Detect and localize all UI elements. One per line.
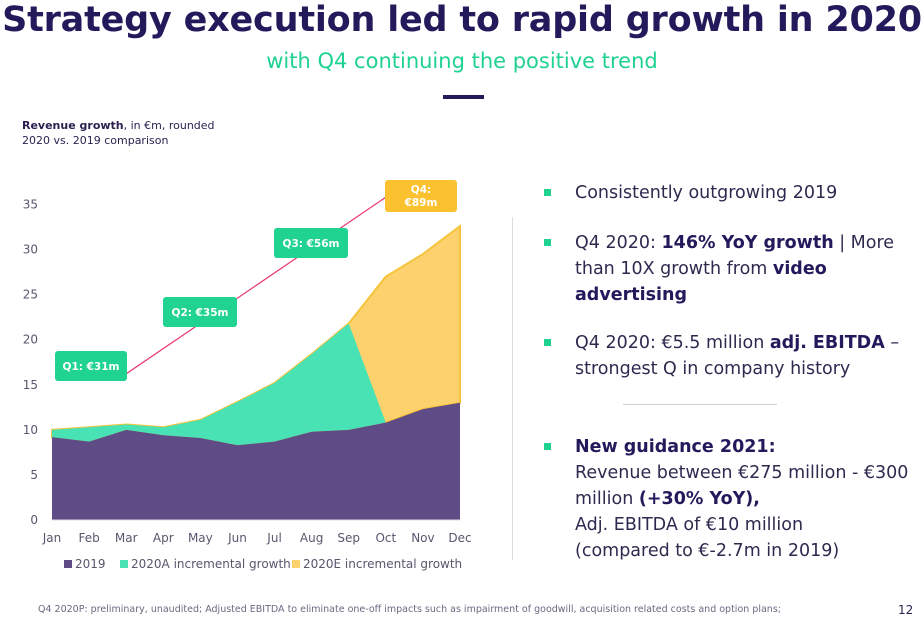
bullet-text: Q4 2020: €5.5 million adj. EBITDA – stro… (575, 330, 920, 382)
annotation-box (385, 180, 457, 212)
y-tick-label: 25 (23, 288, 38, 302)
y-tick-label: 30 (23, 243, 38, 257)
annotation-q2: Q2: €35m (163, 297, 237, 327)
x-tick-label: Jan (42, 531, 62, 545)
bullet-yoy-growth: Q4 2020: 146% YoY growth | More than 10X… (540, 230, 920, 308)
chart-caption: Revenue growth, in €m, rounded 2020 vs. … (22, 118, 215, 148)
bullet-marker (544, 239, 551, 246)
x-tick-label: Mar (115, 531, 138, 545)
bullet-marker (544, 189, 551, 196)
area-series (51, 224, 461, 521)
guidance-revenue: Revenue between €275 million - €300 mill… (575, 463, 909, 509)
guidance-comparison: (compared to €-2.7m in 2019) (575, 541, 840, 561)
x-tick-label: Oct (375, 531, 396, 545)
legend-swatch (64, 560, 72, 568)
b3-part-b: adj. EBITDA (769, 333, 885, 353)
legend-swatch (120, 560, 128, 568)
x-tick-label: Dec (448, 531, 471, 545)
caption-line2: 2020 vs. 2019 comparison (22, 134, 169, 147)
annotation-label: Q2: €35m (172, 307, 229, 319)
caption-bold: Revenue growth (22, 119, 124, 132)
x-tick-label: Feb (78, 531, 99, 545)
legend-item: 2020A incremental growth (120, 557, 291, 571)
b2-part-c: | More than 10X growth from (575, 233, 895, 279)
annotation-label: Q1: €31m (63, 361, 120, 373)
quarter-annotations: Q1: €31m Q2: €35m Q3: €56m Q4:€89m (55, 180, 457, 381)
bullet-ebitda: Q4 2020: €5.5 million adj. EBITDA – stro… (540, 330, 920, 382)
x-tick-label: May (188, 531, 213, 545)
b3-part-c: – strongest Q in company history (575, 333, 900, 379)
annotation-q1: Q1: €31m (55, 351, 127, 381)
bullet-text: New guidance 2021: Revenue between €275 … (575, 434, 920, 564)
guidance-revenue-growth: (+30% YoY), (638, 489, 760, 509)
growth-trend-arrow (119, 192, 394, 379)
title-underline (443, 95, 484, 99)
annotation-box (55, 351, 127, 381)
x-tick-label: Jul (266, 531, 281, 545)
legend-label: 2020E incremental growth (303, 557, 462, 571)
annotation-label-line1: Q4: (411, 184, 431, 196)
x-tick-label: Apr (153, 531, 174, 545)
legend-item: 2020E incremental growth (292, 557, 462, 571)
slide-title: Strategy execution led to rapid growth i… (2, 0, 922, 40)
b2-part-a: Q4 2020: (575, 233, 662, 253)
annotation-label-line2: €89m (404, 197, 438, 209)
y-tick-label: 0 (30, 513, 38, 527)
bullet-guidance: New guidance 2021: Revenue between €275 … (540, 434, 920, 564)
annotation-box (274, 228, 348, 258)
annotation-box (163, 297, 237, 327)
guidance-ebitda: Adj. EBITDA of €10 million (575, 515, 804, 535)
x-tick-label: Sep (337, 531, 360, 545)
y-tick-label: 20 (23, 333, 38, 347)
b3-part-a: Q4 2020: €5.5 million (575, 333, 770, 353)
bullet-text: Consistently outgrowing 2019 (575, 183, 838, 203)
b2-part-b: 146% YoY growth (661, 233, 834, 253)
legend-label: 2019 (75, 557, 106, 571)
bullet-text: Q4 2020: 146% YoY growth | More than 10X… (575, 230, 920, 308)
footnote: Q4 2020P: preliminary, unaudited; Adjust… (38, 604, 781, 615)
guidance-heading: New guidance 2021: (575, 437, 776, 457)
legend-swatch (292, 560, 300, 568)
x-tick-label: Nov (411, 531, 434, 545)
bullet-outgrowing: Consistently outgrowing 2019 (540, 180, 920, 206)
series-2020a-area (52, 323, 386, 446)
annotation-q3: Q3: €56m (274, 228, 348, 258)
y-tick-label: 15 (23, 378, 38, 392)
x-tick-label: Jun (227, 531, 247, 545)
column-divider (512, 217, 513, 560)
page-number: 12 (898, 603, 914, 617)
y-axis: 0 5 10 15 20 25 30 35 (23, 198, 38, 527)
y-tick-label: 10 (23, 423, 38, 437)
slide-subtitle: with Q4 continuing the positive trend (266, 49, 658, 73)
x-axis: Jan Feb Mar Apr May Jun Jul Aug Sep Oct Nov Dec (42, 531, 472, 545)
b2-part-d: video advertising (575, 259, 827, 305)
annotation-label: Q3: €56m (283, 238, 340, 250)
bullet-marker (544, 339, 551, 346)
bullet-marker (544, 443, 551, 450)
y-tick-label: 35 (23, 198, 38, 212)
x-tick-label: Aug (300, 531, 323, 545)
annotation-q4: Q4:€89m (385, 180, 457, 212)
bullet-divider (623, 404, 777, 405)
chart-legend: 2019 2020A incremental growth 2020E increm… (64, 557, 462, 571)
series-2019-area (52, 402, 460, 520)
y-tick-label: 5 (30, 468, 38, 482)
legend-label: 2020A incremental growth (131, 557, 291, 571)
legend-item: 2019 (64, 557, 106, 571)
caption-rest: , in €m, rounded (123, 119, 215, 132)
